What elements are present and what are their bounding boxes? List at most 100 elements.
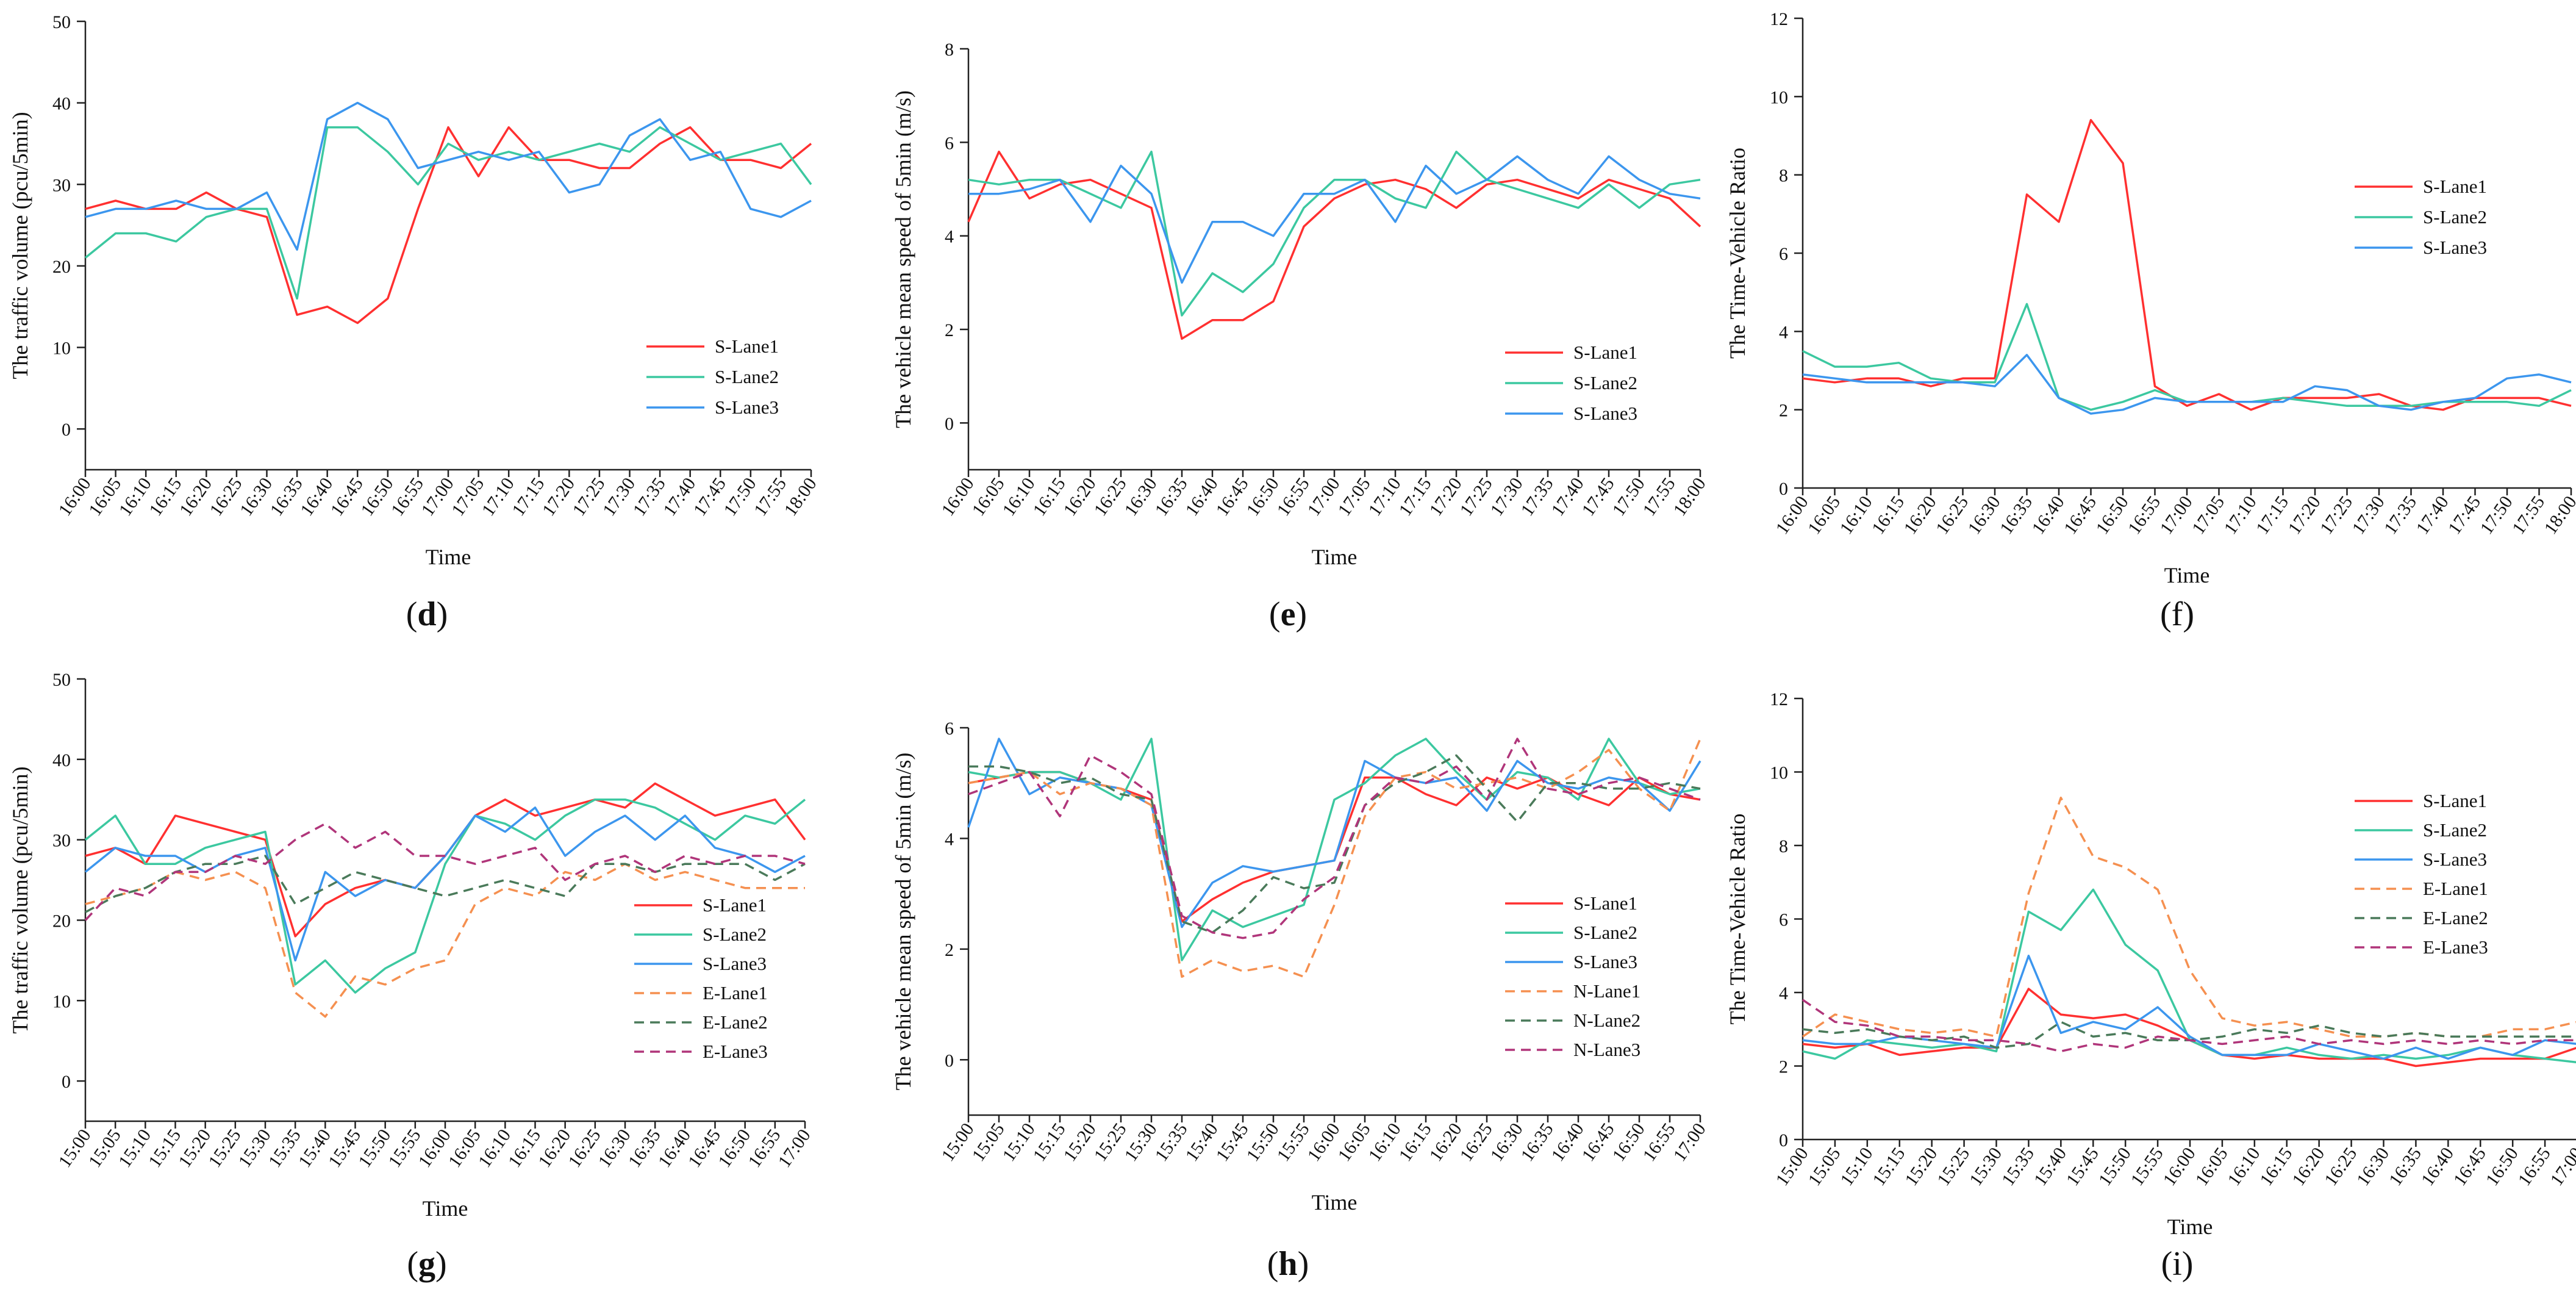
series-line-e-lane3 — [84, 822, 806, 921]
x-tick-label: 15:00 — [938, 1119, 978, 1165]
x-tick-label: 15:50 — [354, 1125, 395, 1171]
series-line-s-lane2 — [84, 126, 812, 300]
legend-label: N-Lane3 — [1573, 1039, 1640, 1060]
x-tick-label: 17:30 — [599, 474, 639, 520]
series-line-n-lane2 — [968, 754, 1701, 934]
y-tick-label: 0 — [62, 420, 71, 440]
series-line-s-lane1 — [1802, 119, 2572, 411]
legend: S-Lane1 S-Lane2 S-Lane3 E-Lane1 E-Lane2 E-Lan… — [2355, 790, 2488, 958]
x-tick-label: 15:40 — [295, 1125, 335, 1171]
x-tick-label: 15:40 — [1182, 1119, 1222, 1165]
y-tick-label: 2 — [945, 320, 954, 340]
x-axis-title: Time — [423, 1196, 468, 1221]
x-tick-label: 15:45 — [324, 1125, 365, 1171]
x-tick-label: 16:55 — [2124, 492, 2164, 538]
legend-label: S-Lane1 — [2423, 176, 2487, 197]
legend-label: S-Lane3 — [2423, 849, 2487, 870]
x-tick-label: 17:10 — [1365, 474, 1405, 520]
x-tick-label: 17:50 — [720, 474, 760, 520]
x-tick-label: 16:40 — [1548, 1119, 1588, 1165]
caption-letter: d — [417, 595, 437, 633]
y-tick-label: 2 — [945, 940, 954, 960]
x-tick-label: 16:30 — [236, 474, 276, 520]
legend: S-Lane1 S-Lane2 S-Lane3 — [646, 336, 779, 418]
x-tick-label: 16:15 — [1395, 1119, 1436, 1165]
x-tick-label: 16:50 — [1609, 1119, 1649, 1165]
y-tick-label: 20 — [52, 257, 71, 277]
legend: S-Lane1 S-Lane2 S-Lane3 — [2355, 176, 2487, 258]
x-tick-label: 15:20 — [174, 1125, 215, 1171]
x-tick-label: 17:15 — [2252, 492, 2292, 538]
x-tick-label: 15:20 — [1901, 1144, 1941, 1190]
x-tick-label: 16:10 — [1365, 1119, 1405, 1165]
x-tick-label: 16:45 — [1212, 474, 1253, 520]
x-tick-label: 16:30 — [1121, 474, 1161, 520]
x-tick-label: 17:45 — [690, 474, 730, 520]
x-tick-label: 17:35 — [1517, 474, 1558, 520]
y-axis-title: The traffic volume (pcu/5min) — [8, 112, 32, 379]
x-tick-label: 16:30 — [595, 1125, 635, 1171]
x-tick-label: 17:20 — [1426, 474, 1466, 520]
chart-panel-h: 0 2 4 6 15:00 15:05 15:10 15:15 15:20 15:25 15:30 1… — [859, 652, 1712, 1240]
y-tick-label: 50 — [52, 670, 71, 690]
series-line-n-lane3 — [968, 738, 1701, 939]
caption-letter: f — [2171, 595, 2183, 633]
x-tick-label: 17:45 — [2444, 492, 2485, 538]
x-tick-label: 16:30 — [1964, 492, 2005, 538]
legend-label: S-Lane3 — [715, 397, 779, 418]
chart-panel-e: 0 2 4 6 8 16:00 16:05 16:10 16:15 16:20 16:25 16:30… — [859, 0, 1712, 589]
legend-label: S-Lane2 — [2423, 819, 2487, 841]
legend-label: S-Lane1 — [1573, 342, 1637, 363]
y-tick-label: 12 — [1770, 9, 1788, 29]
x-tick-label: 15:35 — [1151, 1119, 1192, 1165]
x-tick-label: 15:50 — [2095, 1144, 2135, 1190]
chart-panel-i: 0 2 4 6 8 10 12 15:00 15:05 15:10 15:15 15:20 15:25 1… — [1717, 652, 2576, 1240]
x-tick-label: 17:30 — [2349, 492, 2389, 538]
chart-panel-g: 0 10 20 30 40 50 15:00 15:05 15:10 15:15 15:20 15:2… — [0, 652, 854, 1240]
x-axis-title: Time — [2167, 1215, 2213, 1239]
x-axis-title: Time — [1312, 545, 1358, 569]
x-tick-label: 16:05 — [85, 474, 125, 520]
y-tick-label: 4 — [945, 227, 954, 247]
x-tick-label: 15:00 — [55, 1125, 95, 1171]
x-tick-label: 17:15 — [508, 474, 548, 520]
x-tick-label: 16:35 — [267, 474, 307, 520]
y-tick-label: 8 — [1779, 166, 1788, 186]
x-tick-label: 17:00 — [1304, 474, 1344, 520]
caption-letter: g — [418, 1245, 435, 1283]
x-tick-label: 17:10 — [478, 474, 518, 520]
series-line-e-lane1 — [85, 863, 805, 1018]
x-tick-label: 16:40 — [296, 474, 337, 520]
x-tick-label: 17:00 — [775, 1125, 815, 1171]
x-tick-label: 17:20 — [538, 474, 579, 520]
x-tick-label: 17:50 — [1609, 474, 1649, 520]
x-tick-label: 16:10 — [2224, 1144, 2264, 1190]
series-line-s-lane2 — [968, 150, 1701, 317]
y-axis-title: The vehicle mean speed of 5min (m/s) — [891, 753, 915, 1091]
y-tick-label: 0 — [945, 414, 954, 434]
x-tick-label: 15:10 — [115, 1125, 155, 1171]
legend-label: N-Lane1 — [1573, 980, 1640, 1002]
y-tick-label: 8 — [1779, 836, 1788, 856]
x-tick-label: 17:25 — [1456, 474, 1497, 520]
legend-label: S-Lane1 — [1573, 892, 1637, 914]
x-tick-label: 16:35 — [1996, 492, 2036, 538]
x-tick-label: 17:15 — [1395, 474, 1436, 520]
legend-label: S-Lane3 — [2423, 237, 2487, 258]
series-line-s-lane1 — [967, 150, 1701, 340]
x-tick-label: 16:15 — [145, 474, 185, 520]
x-tick-label: 16:45 — [2060, 492, 2100, 538]
x-tick-label: 16:25 — [1456, 1119, 1497, 1165]
y-tick-label: 40 — [52, 94, 71, 114]
x-tick-label: 18:00 — [1670, 474, 1710, 520]
series-line-s-lane3 — [85, 101, 812, 251]
x-tick-label: 15:45 — [2063, 1144, 2103, 1190]
legend-label: E-Lane3 — [703, 1041, 768, 1062]
caption-e: (e) — [1268, 595, 1308, 633]
y-axis-title: The Time-Vehicle Ratio — [1725, 148, 1750, 359]
x-tick-label: 16:20 — [1060, 474, 1100, 520]
y-axis-title: The Time-Vehicle Ratio — [1725, 814, 1750, 1025]
x-tick-label: 17:35 — [2380, 492, 2420, 538]
y-tick-label: 40 — [52, 750, 71, 770]
legend-label: S-Lane2 — [703, 924, 767, 945]
